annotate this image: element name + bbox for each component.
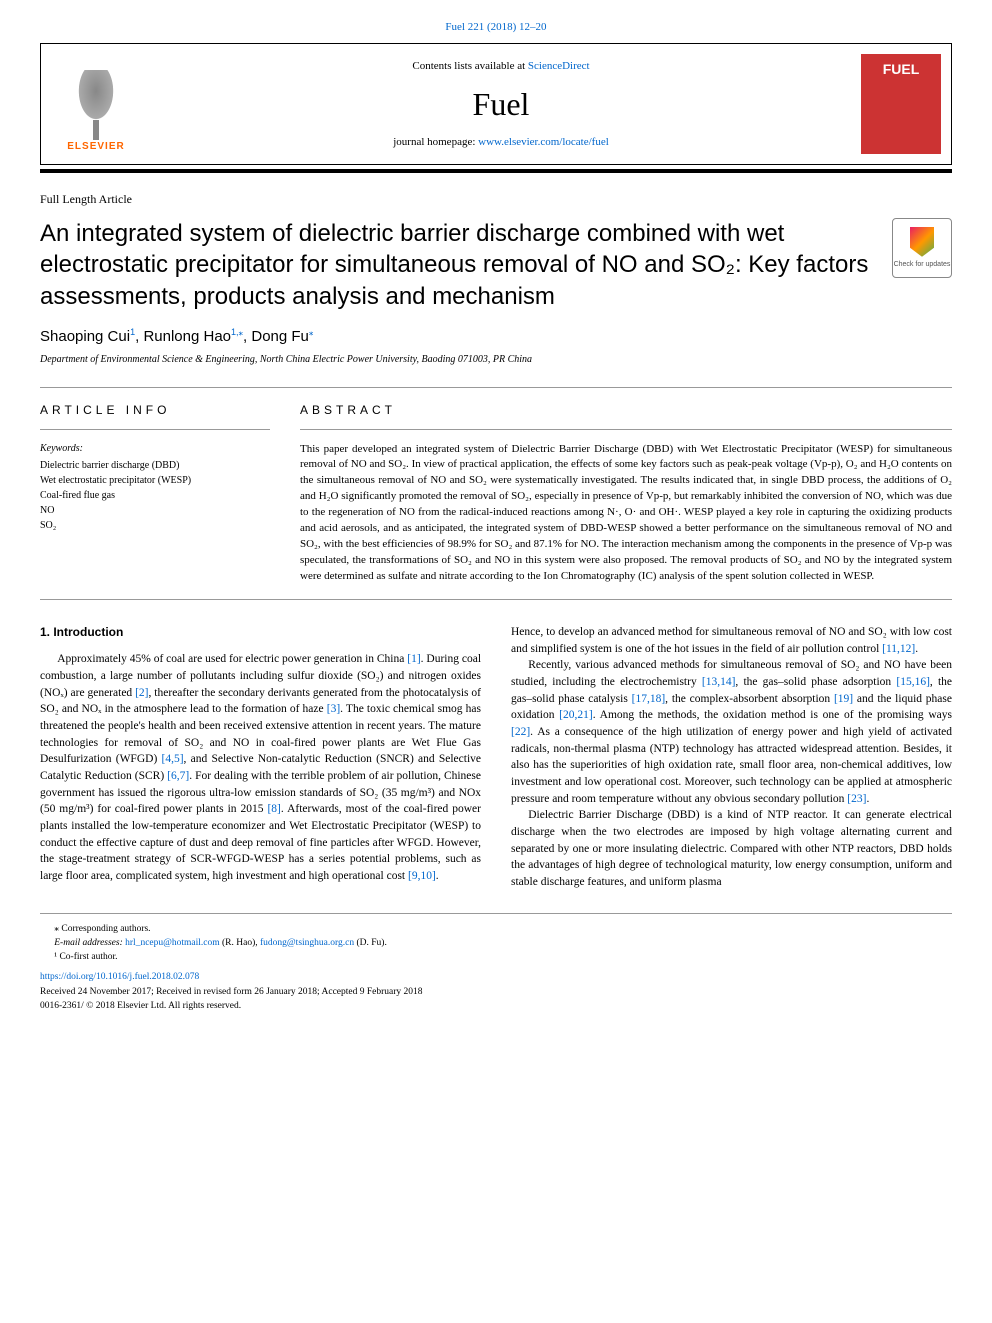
author-1-note[interactable]: 1,⁎ <box>231 327 243 337</box>
ref-link[interactable]: [2] <box>135 687 148 699</box>
homepage-link[interactable]: www.elsevier.com/locate/fuel <box>478 136 609 148</box>
ref-link[interactable]: [22] <box>511 726 530 738</box>
contents-prefix: Contents lists available at <box>412 60 527 72</box>
journal-header: ELSEVIER Contents lists available at Sci… <box>40 43 952 165</box>
affiliation: Department of Environmental Science & En… <box>40 353 952 367</box>
body-paragraph: Dielectric Barrier Discharge (DBD) is a … <box>511 807 952 890</box>
article-title: An integrated system of dielectric barri… <box>40 218 872 312</box>
email-line: E-mail addresses: hrl_ncepu@hotmail.com … <box>54 936 952 950</box>
journal-name: Fuel <box>141 82 861 127</box>
homepage-line: journal homepage: www.elsevier.com/locat… <box>141 135 861 150</box>
section-1-heading: 1. Introduction <box>40 624 481 641</box>
received-line: Received 24 November 2017; Received in r… <box>40 985 952 999</box>
ref-link[interactable]: [8] <box>267 803 280 815</box>
keywords-label: Keywords: <box>40 442 270 456</box>
header-center: Contents lists available at ScienceDirec… <box>141 59 861 151</box>
author-2-note[interactable]: ⁎ <box>309 327 314 337</box>
doi-link[interactable]: https://doi.org/10.1016/j.fuel.2018.02.0… <box>40 972 199 982</box>
keywords-list: Dielectric barrier discharge (DBD) Wet e… <box>40 458 270 533</box>
email-who-1: (D. Fu). <box>354 938 387 948</box>
running-head: Fuel 221 (2018) 12–20 <box>40 20 952 35</box>
keyword-item: Coal-fired flue gas <box>40 488 270 503</box>
updates-label: Check for updates <box>894 260 951 270</box>
keyword-item: NO <box>40 503 270 518</box>
crossmark-icon <box>910 227 934 257</box>
elsevier-tree-icon <box>66 70 126 140</box>
body-left-column: 1. Introduction Approximately 45% of coa… <box>40 624 481 891</box>
homepage-prefix: journal homepage: <box>393 136 478 148</box>
body-paragraph: Recently, various advanced methods for s… <box>511 657 952 807</box>
author-2: Dong Fu <box>251 328 309 345</box>
cofirst-note: ¹ Co-first author. <box>54 950 952 964</box>
email-label: E-mail addresses: <box>54 938 125 948</box>
author-0: Shaoping Cui <box>40 328 130 345</box>
ref-link[interactable]: [17,18] <box>632 693 666 705</box>
body-paragraph: Approximately 45% of coal are used for e… <box>40 651 481 884</box>
body-paragraph: Hence, to develop an advanced method for… <box>511 624 952 657</box>
abstract-heading: ABSTRACT <box>300 402 952 430</box>
issn-copyright: 0016-2361/ © 2018 Elsevier Ltd. All righ… <box>40 999 952 1013</box>
info-abstract-block: ARTICLE INFO Keywords: Dielectric barrie… <box>40 387 952 600</box>
abstract-text: This paper developed an integrated syste… <box>300 442 952 585</box>
ref-link[interactable]: [1] <box>407 653 420 665</box>
sciencedirect-link[interactable]: ScienceDirect <box>528 60 590 72</box>
email-link-0[interactable]: hrl_ncepu@hotmail.com <box>125 938 220 948</box>
article-info-heading: ARTICLE INFO <box>40 402 270 430</box>
author-0-note[interactable]: 1 <box>130 327 135 337</box>
keyword-item: Wet electrostatic precipitator (WESP) <box>40 473 270 488</box>
ref-link[interactable]: [15,16] <box>896 676 930 688</box>
journal-cover-thumb: FUEL <box>861 54 941 154</box>
email-link-1[interactable]: fudong@tsinghua.org.cn <box>260 938 354 948</box>
article-type: Full Length Article <box>40 191 952 208</box>
keyword-item: SO₂ <box>40 518 270 533</box>
cover-title: FUEL <box>883 60 920 80</box>
ref-link[interactable]: [20,21] <box>559 709 593 721</box>
elsevier-logo: ELSEVIER <box>51 54 141 154</box>
citation-link[interactable]: Fuel 221 (2018) 12–20 <box>445 21 546 33</box>
body-right-column: Hence, to develop an advanced method for… <box>511 624 952 891</box>
body-columns: 1. Introduction Approximately 45% of coa… <box>40 624 952 891</box>
abstract-column: ABSTRACT This paper developed an integra… <box>300 402 952 585</box>
keyword-item: Dielectric barrier discharge (DBD) <box>40 458 270 473</box>
ref-link[interactable]: [4,5] <box>162 753 184 765</box>
email-who-0: (R. Hao), <box>220 938 260 948</box>
author-1: Runlong Hao <box>143 328 231 345</box>
header-rule <box>40 169 952 173</box>
elsevier-label: ELSEVIER <box>67 140 124 154</box>
doi-line: https://doi.org/10.1016/j.fuel.2018.02.0… <box>40 970 952 984</box>
corresponding-note: ⁎ Corresponding authors. <box>54 922 952 936</box>
ref-link[interactable]: [19] <box>834 693 853 705</box>
authors-line: Shaoping Cui1, Runlong Hao1,⁎, Dong Fu⁎ <box>40 326 952 347</box>
ref-link[interactable]: [13,14] <box>702 676 736 688</box>
ref-link[interactable]: [11,12] <box>882 643 915 655</box>
title-row: An integrated system of dielectric barri… <box>40 218 952 326</box>
ref-link[interactable]: [23] <box>847 793 866 805</box>
ref-link[interactable]: [9,10] <box>408 870 436 882</box>
ref-link[interactable]: [6,7] <box>167 770 189 782</box>
check-updates-badge[interactable]: Check for updates <box>892 218 952 278</box>
footer-block: ⁎ Corresponding authors. E-mail addresse… <box>40 913 952 1014</box>
ref-link[interactable]: [3] <box>327 703 340 715</box>
article-info-column: ARTICLE INFO Keywords: Dielectric barrie… <box>40 402 270 585</box>
contents-line: Contents lists available at ScienceDirec… <box>141 59 861 74</box>
